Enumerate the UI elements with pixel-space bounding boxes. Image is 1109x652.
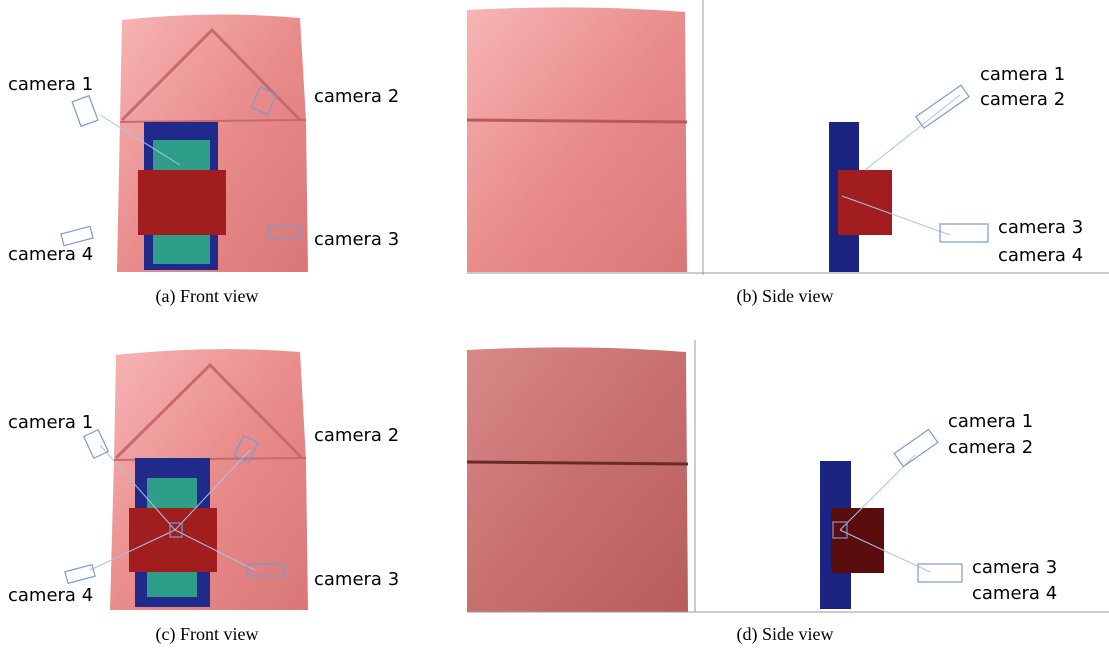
- camera-label: camera 1: [8, 74, 93, 95]
- object-seam: [466, 460, 689, 466]
- camera-ray: [864, 94, 961, 171]
- red-plane: [129, 508, 217, 572]
- caption: (b) Side view: [737, 286, 834, 307]
- panel-c: camera 1 camera 2 camera 3 camera 4 (c) …: [8, 349, 399, 645]
- object-side: [467, 347, 688, 612]
- camera-label: camera 4: [998, 245, 1083, 266]
- camera-label: camera 4: [972, 583, 1057, 604]
- camera-label: camera 4: [8, 244, 93, 265]
- camera-icon: [915, 84, 970, 130]
- object-side: [467, 7, 687, 273]
- camera-icon: [893, 428, 939, 468]
- camera-ray: [174, 529, 256, 571]
- camera-label: camera 1: [948, 411, 1033, 432]
- camera-ray: [839, 529, 931, 573]
- camera-ray: [99, 114, 181, 166]
- camera-label: camera 2: [314, 86, 399, 107]
- camera-icon: [250, 86, 278, 116]
- object-relief: [114, 362, 304, 460]
- camera-icon: [267, 225, 301, 239]
- camera-icon: [233, 434, 259, 464]
- caption: (c) Front view: [156, 624, 259, 645]
- camera-icon: [939, 223, 989, 243]
- camera-icon: [71, 94, 99, 128]
- panel-b: camera 1 camera 2 camera 3 camera 4 (b) …: [466, 0, 1109, 307]
- caption: (d) Side view: [737, 624, 834, 645]
- camera-ray: [89, 529, 176, 571]
- object-seam: [119, 119, 307, 123]
- camera-icon: [60, 225, 94, 247]
- camera-label: camera 1: [8, 412, 93, 433]
- camera-label: camera 2: [314, 425, 399, 446]
- camera-ray: [99, 444, 176, 531]
- caption: (a) Front view: [156, 286, 259, 307]
- camera-label: camera 4: [8, 585, 93, 606]
- object-relief: [120, 27, 302, 122]
- panel-a: camera 1 camera 2 camera 3 camera 4 (a) …: [8, 14, 399, 307]
- camera-ray: [839, 454, 916, 531]
- panel-d: camera 1 camera 2 camera 3 camera 4 (d) …: [466, 340, 1109, 645]
- camera-label: camera 3: [314, 229, 399, 250]
- red-plane: [838, 170, 892, 235]
- camera-icon: [64, 563, 96, 585]
- red-plane: [138, 170, 226, 235]
- camera-icon: [917, 563, 963, 583]
- object-seam: [466, 118, 688, 124]
- camera-icon: [169, 522, 183, 538]
- camera-label: camera 3: [314, 569, 399, 590]
- camera-ray: [841, 195, 951, 236]
- camera-label: camera 3: [972, 557, 1057, 578]
- camera-icon: [82, 428, 110, 460]
- camera-label: camera 1: [980, 64, 1065, 85]
- red-plane: [831, 508, 884, 573]
- camera-icon: [832, 521, 848, 539]
- camera-label: camera 2: [948, 437, 1033, 458]
- camera-ray: [174, 449, 251, 531]
- camera-icon: [247, 563, 285, 577]
- camera-label: camera 2: [980, 89, 1065, 110]
- camera-label: camera 3: [998, 217, 1083, 238]
